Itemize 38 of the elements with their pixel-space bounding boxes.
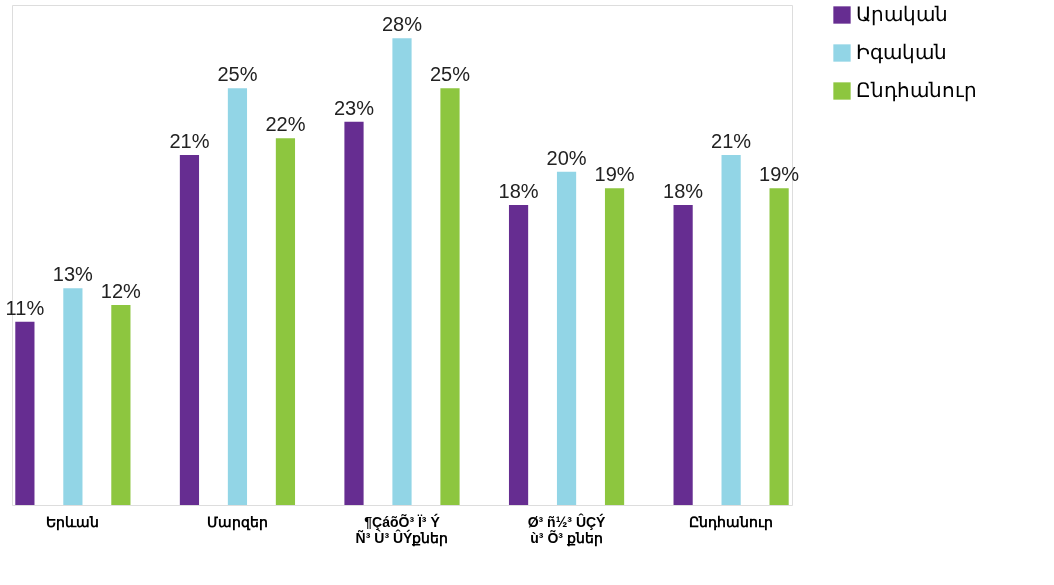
bar	[556, 171, 577, 505]
bar	[275, 138, 296, 505]
data-label: 25%	[429, 63, 471, 86]
bar	[440, 88, 460, 505]
bar	[508, 205, 529, 505]
data-label: 13%	[52, 263, 94, 286]
data-label: 20%	[546, 146, 587, 169]
bar	[604, 188, 625, 505]
data-label: 19%	[759, 163, 800, 186]
bar	[392, 38, 412, 505]
bar	[769, 188, 789, 505]
data-label: 12%	[100, 280, 142, 302]
data-label: 21%	[711, 130, 752, 152]
x-tick-label: ¶ÇáõÕ³ Ï³ Ý Ñ³ Ù³ ÛÝքներ	[355, 512, 449, 547]
bar	[344, 121, 364, 505]
data-label: 18%	[663, 180, 704, 202]
data-label: 28%	[381, 13, 423, 36]
legend-label: Ընդհանուր	[856, 79, 977, 102]
data-label: 11%	[5, 296, 45, 319]
legend-label: Իգական	[856, 41, 947, 64]
bar	[63, 288, 83, 505]
data-label: 23%	[333, 96, 375, 119]
bar	[721, 155, 741, 505]
bar	[227, 88, 248, 505]
data-label: 21%	[169, 130, 210, 152]
x-tick-label: Մարզեր	[206, 513, 268, 531]
legend-label: Արական	[856, 3, 948, 26]
bar	[15, 321, 35, 505]
x-tick-label: Ընդհանուր	[689, 513, 774, 531]
data-label: 22%	[265, 113, 306, 136]
data-label: 18%	[498, 180, 539, 202]
bar	[179, 155, 200, 505]
data-label: 25%	[217, 63, 258, 86]
bar	[673, 205, 693, 505]
x-tick-label: Ø³ ñ½³ ÛÇÝ ù³ Õ³ քներ	[527, 512, 607, 547]
x-tick-label: Երևան	[46, 513, 100, 531]
bar	[111, 305, 131, 505]
data-label: 19%	[594, 163, 635, 186]
